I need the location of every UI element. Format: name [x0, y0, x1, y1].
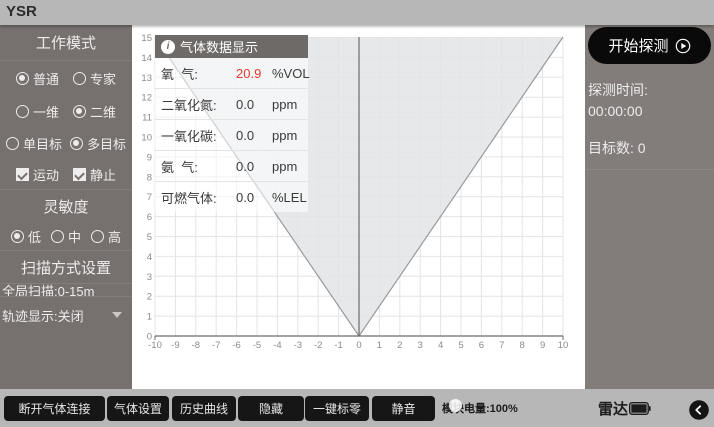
svg-text:10: 10 — [558, 340, 569, 351]
svg-text:1: 1 — [377, 340, 382, 351]
svg-text:6: 6 — [147, 212, 152, 223]
svg-text:5: 5 — [147, 232, 152, 243]
svg-text:7: 7 — [147, 192, 152, 203]
svg-text:8: 8 — [520, 340, 525, 351]
svg-text:7: 7 — [499, 340, 504, 351]
svg-text:-7: -7 — [212, 340, 220, 351]
svg-text:-6: -6 — [232, 340, 240, 351]
svg-text:4: 4 — [438, 340, 443, 351]
svg-text:2: 2 — [397, 340, 402, 351]
svg-text:3: 3 — [147, 272, 152, 283]
svg-text:-8: -8 — [192, 340, 200, 351]
svg-text:4: 4 — [147, 252, 152, 263]
svg-text:6: 6 — [479, 340, 484, 351]
svg-text:15: 15 — [141, 33, 152, 44]
svg-text:14: 14 — [141, 53, 152, 64]
svg-text:-3: -3 — [294, 340, 302, 351]
svg-text:0: 0 — [356, 340, 361, 351]
svg-text:10: 10 — [141, 133, 152, 144]
svg-text:-1: -1 — [334, 340, 342, 351]
svg-text:-2: -2 — [314, 340, 322, 351]
svg-text:9: 9 — [147, 152, 152, 163]
svg-text:2: 2 — [147, 292, 152, 303]
svg-text:11: 11 — [142, 113, 152, 124]
svg-text:13: 13 — [141, 73, 152, 84]
svg-text:-9: -9 — [171, 340, 179, 351]
svg-text:1: 1 — [147, 312, 152, 323]
svg-text:-5: -5 — [253, 340, 261, 351]
svg-text:8: 8 — [147, 172, 152, 183]
svg-text:5: 5 — [458, 340, 463, 351]
svg-text:12: 12 — [141, 93, 152, 104]
svg-text:9: 9 — [540, 340, 545, 351]
svg-text:3: 3 — [418, 340, 423, 351]
svg-text:0: 0 — [147, 332, 152, 343]
svg-text:-4: -4 — [273, 340, 281, 351]
